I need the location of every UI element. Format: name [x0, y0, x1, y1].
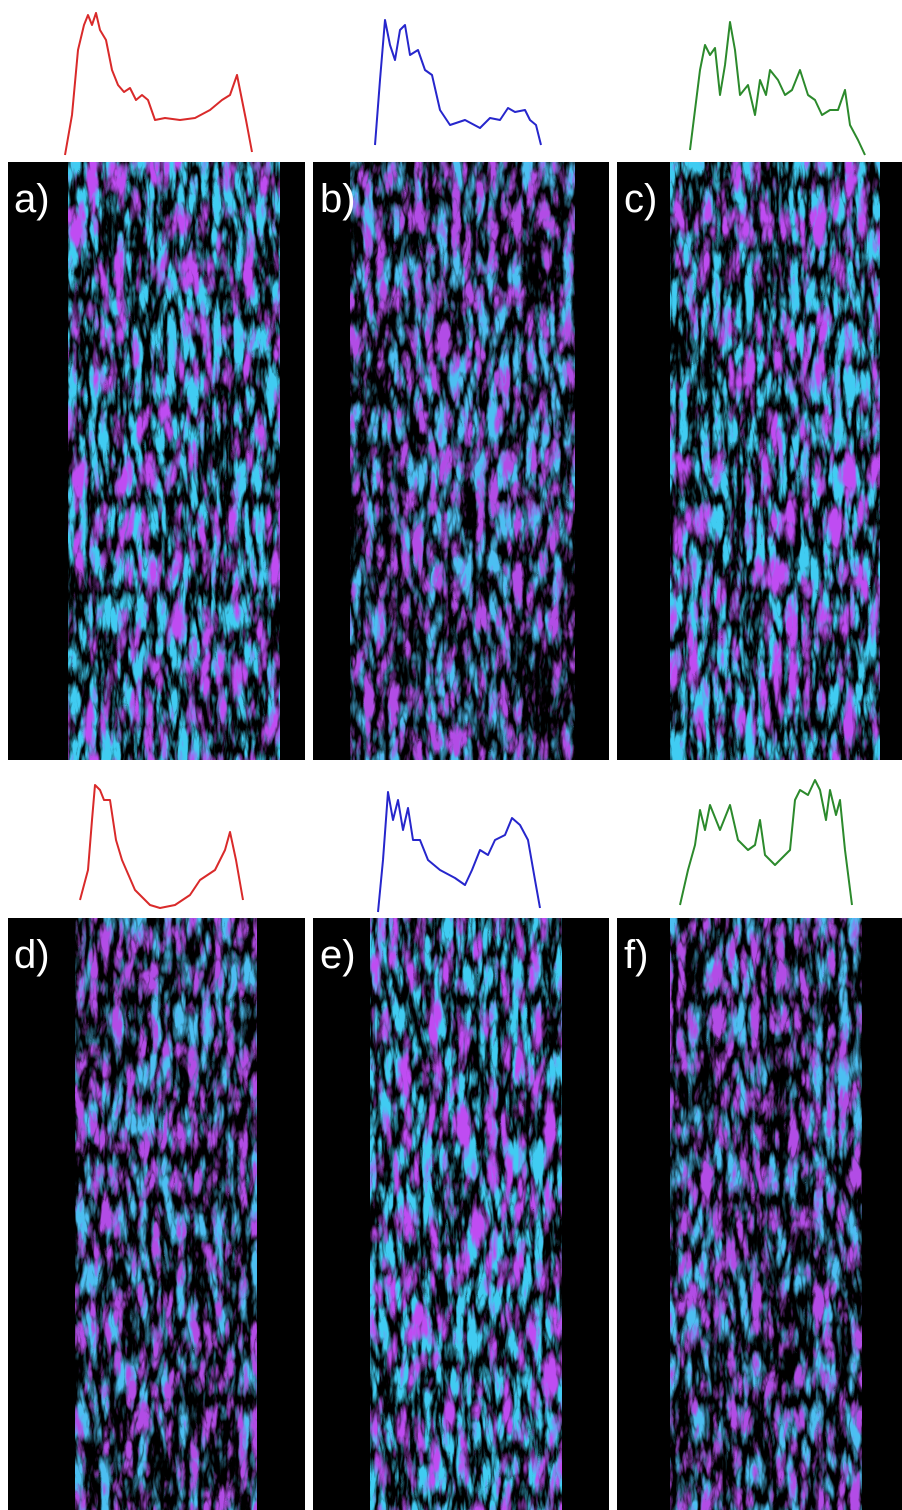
profile-curve: [375, 20, 541, 145]
profile-curve: [65, 13, 252, 155]
tissue: [370, 918, 562, 1510]
tissue: [670, 918, 862, 1510]
tissue: [350, 162, 575, 760]
tissue: [75, 918, 257, 1510]
panel-label: f): [624, 933, 648, 977]
tissue: [68, 162, 280, 760]
panel-label: b): [320, 177, 356, 221]
profile-curve: [378, 792, 540, 912]
panel-label: e): [320, 933, 356, 977]
tissue: [670, 162, 880, 760]
panel-label: c): [624, 177, 657, 221]
profile-curve: [680, 780, 852, 905]
profile-curve: [80, 785, 243, 908]
profile-curve: [690, 22, 865, 155]
panel-label: d): [14, 933, 50, 977]
figure: a) b) c) d) e) f): [0, 0, 902, 1510]
panel-label: a): [14, 177, 50, 221]
